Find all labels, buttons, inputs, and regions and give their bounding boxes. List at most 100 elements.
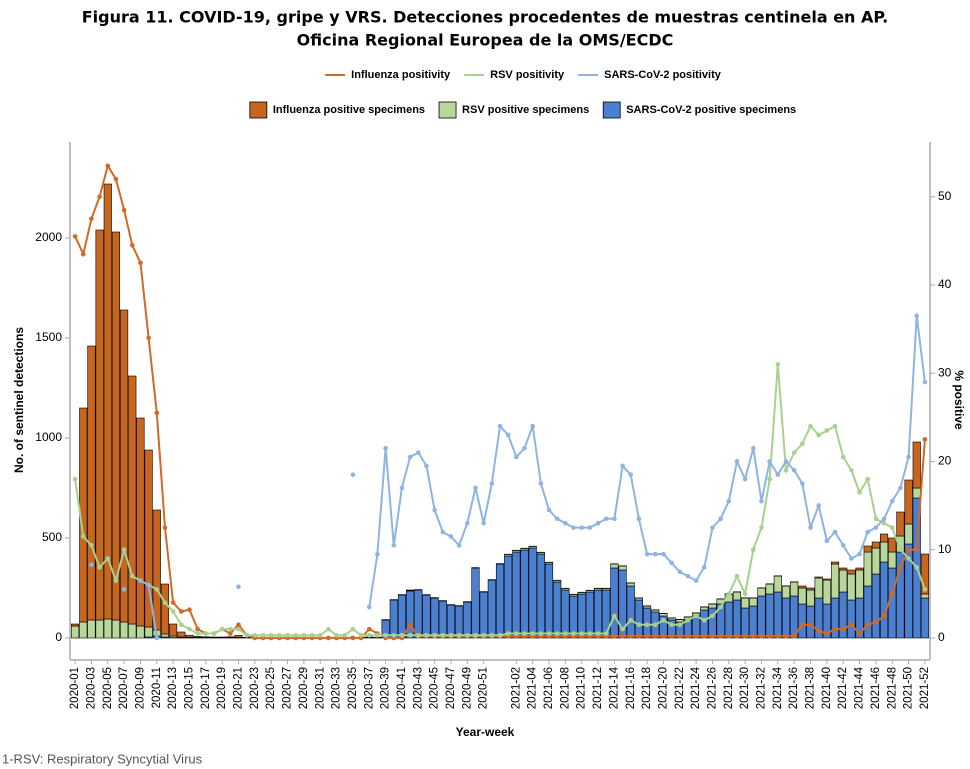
line-point xyxy=(661,551,666,557)
x-tick-label: 2020-47 xyxy=(445,667,457,709)
line-point xyxy=(873,619,879,625)
bar xyxy=(757,587,766,597)
bar xyxy=(700,609,709,639)
line-point xyxy=(677,569,683,575)
bar xyxy=(839,569,848,593)
bar xyxy=(169,623,178,637)
x-tick-label: 2020-01 xyxy=(69,667,81,709)
bar xyxy=(160,583,170,635)
bar xyxy=(863,551,872,587)
line-point xyxy=(170,600,176,605)
line-point xyxy=(783,633,789,639)
bar xyxy=(103,183,112,620)
line-point xyxy=(121,547,127,552)
line-point xyxy=(710,613,715,619)
line-point xyxy=(775,472,781,477)
bar xyxy=(765,583,774,595)
bar xyxy=(920,597,929,639)
line-point xyxy=(432,632,437,638)
bar xyxy=(855,569,864,599)
x-tick-label: 2020-43 xyxy=(412,667,424,709)
line-point xyxy=(473,632,478,638)
bar xyxy=(160,633,170,638)
legend-swatch xyxy=(438,101,457,119)
bar xyxy=(830,563,840,599)
line-point xyxy=(865,622,871,628)
bar xyxy=(71,623,80,627)
legend: Influenza positivity RSV positivity SARS-C… xyxy=(325,69,722,81)
line-point xyxy=(571,525,576,530)
x-tick-label: 2021-30 xyxy=(739,667,751,709)
y-tick-label: 500 xyxy=(42,530,62,544)
line-point xyxy=(791,633,797,639)
bar xyxy=(553,581,562,639)
line-point xyxy=(473,485,478,491)
line-point xyxy=(554,631,560,636)
x-tick-label: 2021-04 xyxy=(527,666,539,709)
line-point xyxy=(375,551,380,557)
line-point xyxy=(693,633,699,639)
line-point xyxy=(808,423,813,429)
line-point xyxy=(734,633,740,639)
bar xyxy=(479,591,488,639)
line-point xyxy=(465,632,470,638)
bar xyxy=(879,541,889,563)
bar xyxy=(651,609,660,613)
line-point xyxy=(366,604,372,610)
line-point xyxy=(415,632,421,638)
x-tick-label: 2020-45 xyxy=(429,667,441,709)
line-point xyxy=(873,516,879,522)
line-point xyxy=(456,632,462,638)
line-point xyxy=(375,632,380,638)
line-point xyxy=(677,622,683,628)
line-point xyxy=(685,633,691,639)
legend: Influenza positive specimens RSV positive… xyxy=(249,101,796,119)
line-point xyxy=(285,632,290,638)
legend-swatch xyxy=(602,101,621,119)
line-point xyxy=(824,631,830,636)
line-point xyxy=(334,632,339,638)
bar xyxy=(602,589,611,639)
bar xyxy=(888,551,897,569)
bar xyxy=(111,231,121,621)
x-tick-label: 2021-08 xyxy=(559,667,571,709)
bar xyxy=(814,577,823,599)
line-point xyxy=(751,633,756,639)
y-axis-title: No. of sentinel detections xyxy=(12,327,26,473)
line-point xyxy=(424,463,429,469)
bar xyxy=(675,619,684,623)
line-point xyxy=(72,234,78,239)
bar xyxy=(847,599,856,639)
line-point xyxy=(293,632,299,638)
x-tick-label: 2021-32 xyxy=(756,667,768,709)
line-point xyxy=(898,547,903,552)
line-point xyxy=(587,525,593,530)
x-tick-label: 2020-49 xyxy=(461,667,473,709)
bar xyxy=(520,549,529,639)
line-point xyxy=(195,631,200,636)
bar xyxy=(871,573,880,639)
line-point xyxy=(922,587,928,592)
y2-tick-label: 10 xyxy=(938,542,952,556)
bar xyxy=(128,375,137,625)
bar xyxy=(749,605,758,639)
footnote: 1-RSV: Respiratory Syncytial Virus xyxy=(2,751,203,766)
line-point xyxy=(129,242,135,248)
line-point xyxy=(808,525,813,530)
x-tick-label: 2021-24 xyxy=(690,666,702,709)
line-point xyxy=(121,207,127,213)
bar xyxy=(177,631,186,638)
line-point xyxy=(693,613,699,619)
line-point xyxy=(881,613,887,619)
line-point xyxy=(628,633,634,639)
line-point xyxy=(187,607,192,613)
line-point xyxy=(530,631,535,636)
line-point xyxy=(268,632,274,638)
line-point xyxy=(497,632,503,638)
line-point xyxy=(89,216,94,222)
line-point xyxy=(840,626,846,632)
x-tick-label: 2020-35 xyxy=(347,667,359,709)
line-point xyxy=(906,556,911,561)
line-point xyxy=(407,622,413,628)
line-point xyxy=(228,626,233,632)
